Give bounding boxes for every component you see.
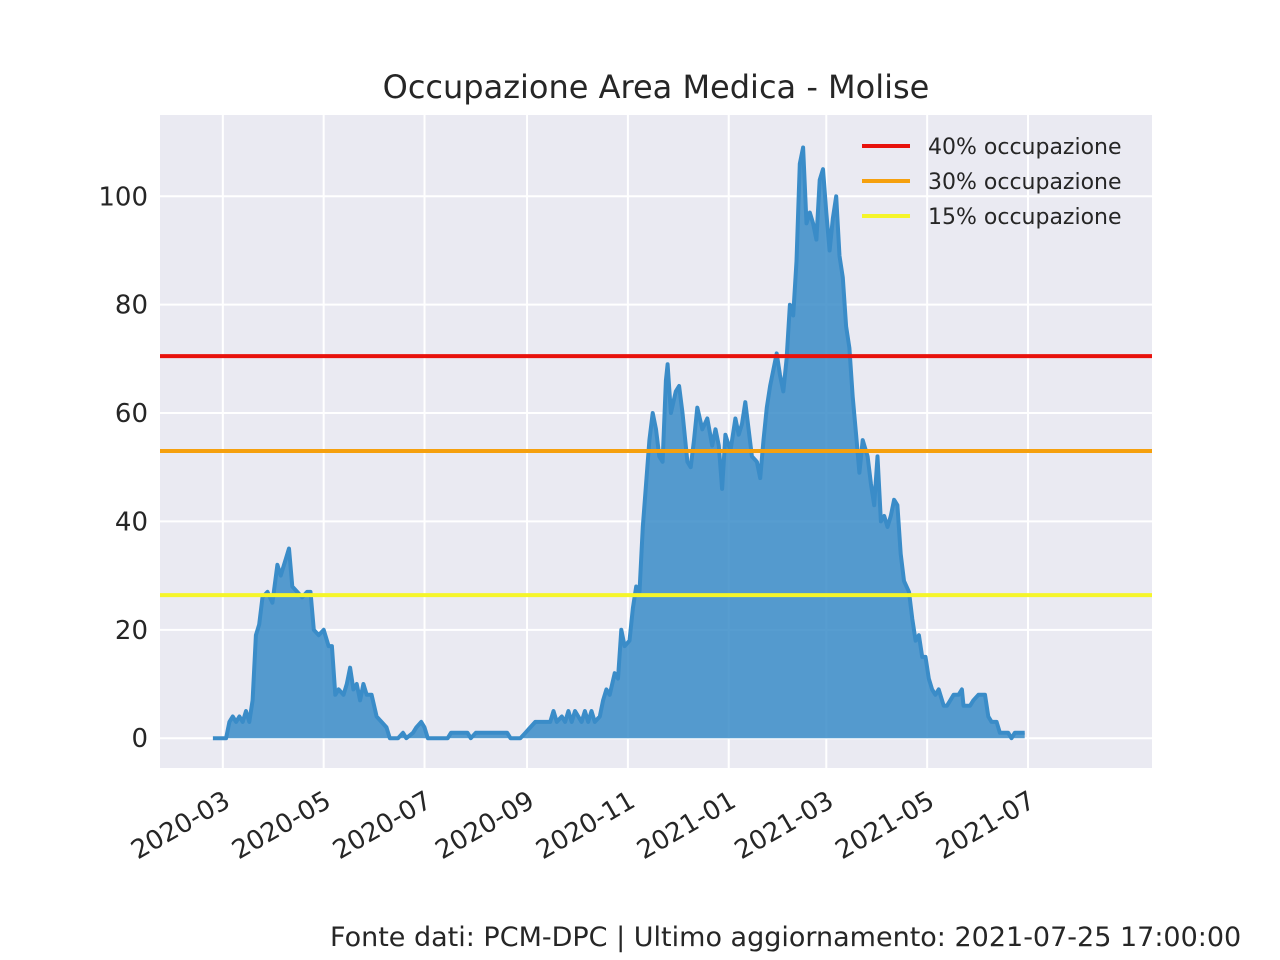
x-tick-label: 2021-03 [730, 786, 839, 866]
y-tick-label: 80 [115, 291, 148, 321]
x-tick-label: 2020-11 [531, 786, 640, 866]
legend-label: 40% occupazione [928, 135, 1122, 160]
x-axis-ticks: 2020-032020-052020-072020-092020-112021-… [126, 786, 1040, 866]
x-tick-label: 2020-07 [328, 786, 437, 866]
y-tick-label: 20 [115, 616, 148, 646]
x-tick-label: 2021-07 [931, 786, 1040, 866]
legend-label: 30% occupazione [928, 170, 1122, 195]
series-area [212, 147, 1025, 739]
x-tick-label: 2021-01 [632, 786, 741, 866]
data-source-footer: Fonte dati: PCM-DPC | Ultimo aggiornamen… [330, 922, 1242, 953]
x-tick-label: 2020-03 [126, 786, 235, 866]
legend: 40% occupazione 30% occupazione 15% occupa… [862, 135, 1122, 230]
y-tick-label: 60 [115, 399, 148, 429]
y-tick-label: 100 [98, 182, 148, 212]
series-line [212, 145, 1025, 741]
x-tick-label: 2020-09 [430, 786, 539, 866]
chart-title: Occupazione Area Medica - Molise [383, 68, 930, 106]
series-layer [212, 145, 1025, 741]
legend-label: 15% occupazione [928, 205, 1122, 230]
y-tick-label: 0 [131, 724, 148, 754]
chart: 2020-032020-052020-072020-092020-112021-… [98, 68, 1152, 866]
y-tick-label: 40 [115, 507, 148, 537]
x-tick-label: 2020-05 [227, 786, 336, 866]
reference-lines [160, 354, 1152, 598]
y-axis-ticks: 0 20 40 60 80 100 [98, 182, 148, 754]
x-tick-label: 2021-05 [831, 786, 940, 866]
